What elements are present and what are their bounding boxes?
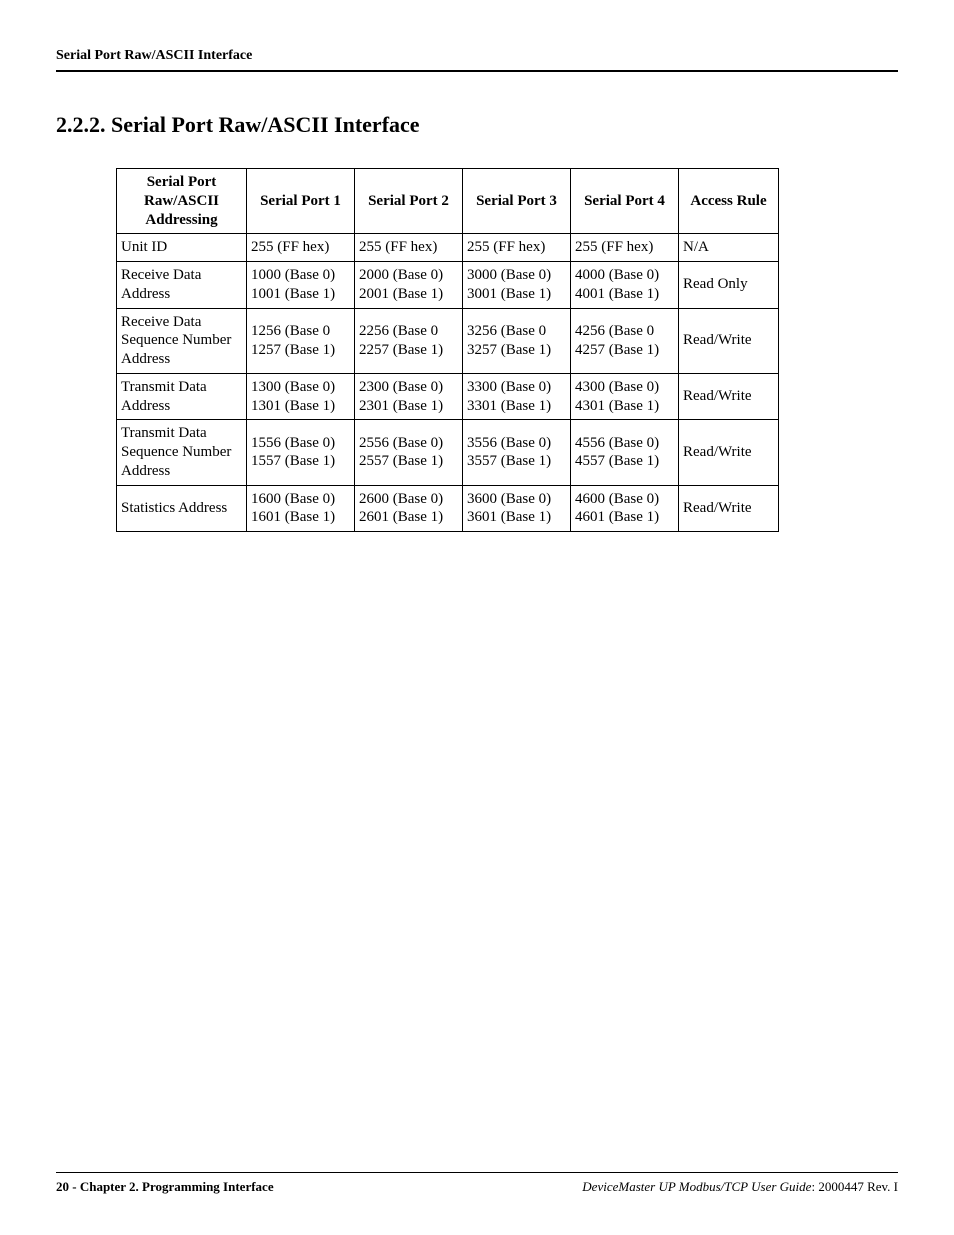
table-body: Unit ID 255 (FF hex) 255 (FF hex) 255 (F… — [117, 234, 779, 532]
cell: 255 (FF hex) — [463, 234, 571, 262]
addressing-table: Serial Port Raw/ASCII Addressing Serial … — [116, 168, 779, 532]
cell: 4300 (Base 0)4301 (Base 1) — [571, 373, 679, 420]
footer-rule — [56, 1172, 898, 1173]
cell: 3600 (Base 0)3601 (Base 1) — [463, 485, 571, 532]
cell: 255 (FF hex) — [571, 234, 679, 262]
cell: 2556 (Base 0)2557 (Base 1) — [355, 420, 463, 485]
cell-access-rule: Read/Write — [679, 308, 779, 373]
cell: 4556 (Base 0)4557 (Base 1) — [571, 420, 679, 485]
table-row: Statistics Address 1600 (Base 0)1601 (Ba… — [117, 485, 779, 532]
header-rule — [56, 70, 898, 72]
cell-access-rule: Read/Write — [679, 373, 779, 420]
table-row: Transmit Data Sequence Number Address 15… — [117, 420, 779, 485]
cell: 4256 (Base 04257 (Base 1) — [571, 308, 679, 373]
row-label: Statistics Address — [117, 485, 247, 532]
footer-row: 20 - Chapter 2. Programming Interface De… — [56, 1179, 898, 1195]
section-title: Serial Port Raw/ASCII Interface — [111, 112, 420, 137]
cell: 1256 (Base 01257 (Base 1) — [247, 308, 355, 373]
table-row: Transmit Data Address 1300 (Base 0)1301 … — [117, 373, 779, 420]
addressing-table-wrap: Serial Port Raw/ASCII Addressing Serial … — [116, 168, 898, 532]
table-row: Receive Data Address 1000 (Base 0)1001 (… — [117, 262, 779, 309]
footer-left: 20 - Chapter 2. Programming Interface — [56, 1179, 274, 1195]
cell: 1556 (Base 0)1557 (Base 1) — [247, 420, 355, 485]
footer-doc-rev: : 2000447 Rev. I — [811, 1179, 898, 1194]
cell: 1600 (Base 0)1601 (Base 1) — [247, 485, 355, 532]
cell: 1300 (Base 0)1301 (Base 1) — [247, 373, 355, 420]
page-footer: 20 - Chapter 2. Programming Interface De… — [56, 1172, 898, 1195]
table-header-row: Serial Port Raw/ASCII Addressing Serial … — [117, 169, 779, 234]
cell: 2000 (Base 0)2001 (Base 1) — [355, 262, 463, 309]
cell: 3256 (Base 03257 (Base 1) — [463, 308, 571, 373]
running-header: Serial Port Raw/ASCII Interface — [56, 48, 898, 70]
cell: 2256 (Base 02257 (Base 1) — [355, 308, 463, 373]
row-label: Receive Data Sequence Number Address — [117, 308, 247, 373]
table-row: Unit ID 255 (FF hex) 255 (FF hex) 255 (F… — [117, 234, 779, 262]
cell: 1000 (Base 0)1001 (Base 1) — [247, 262, 355, 309]
cell: 255 (FF hex) — [247, 234, 355, 262]
cell-access-rule: Read/Write — [679, 420, 779, 485]
cell: 2600 (Base 0)2601 (Base 1) — [355, 485, 463, 532]
cell: 3556 (Base 0)3557 (Base 1) — [463, 420, 571, 485]
section-number: 2.2.2. — [56, 112, 106, 137]
col-header-port1: Serial Port 1 — [247, 169, 355, 234]
col-header-access-rule: Access Rule — [679, 169, 779, 234]
cell: 255 (FF hex) — [355, 234, 463, 262]
row-label: Unit ID — [117, 234, 247, 262]
cell: 3000 (Base 0)3001 (Base 1) — [463, 262, 571, 309]
section-heading: 2.2.2. Serial Port Raw/ASCII Interface — [56, 112, 898, 138]
row-label: Receive Data Address — [117, 262, 247, 309]
footer-right: DeviceMaster UP Modbus/TCP User Guide: 2… — [582, 1179, 898, 1195]
col-header-port2: Serial Port 2 — [355, 169, 463, 234]
cell: 2300 (Base 0)2301 (Base 1) — [355, 373, 463, 420]
row-label: Transmit Data Address — [117, 373, 247, 420]
page: Serial Port Raw/ASCII Interface 2.2.2. S… — [0, 0, 954, 1235]
cell: 4600 (Base 0)4601 (Base 1) — [571, 485, 679, 532]
cell: 3300 (Base 0)3301 (Base 1) — [463, 373, 571, 420]
row-label: Transmit Data Sequence Number Address — [117, 420, 247, 485]
cell-access-rule: Read/Write — [679, 485, 779, 532]
footer-doc-title: DeviceMaster UP Modbus/TCP User Guide — [582, 1179, 811, 1194]
table-row: Receive Data Sequence Number Address 125… — [117, 308, 779, 373]
cell-access-rule: Read Only — [679, 262, 779, 309]
col-header-addressing: Serial Port Raw/ASCII Addressing — [117, 169, 247, 234]
cell-access-rule: N/A — [679, 234, 779, 262]
col-header-port3: Serial Port 3 — [463, 169, 571, 234]
col-header-port4: Serial Port 4 — [571, 169, 679, 234]
cell: 4000 (Base 0)4001 (Base 1) — [571, 262, 679, 309]
